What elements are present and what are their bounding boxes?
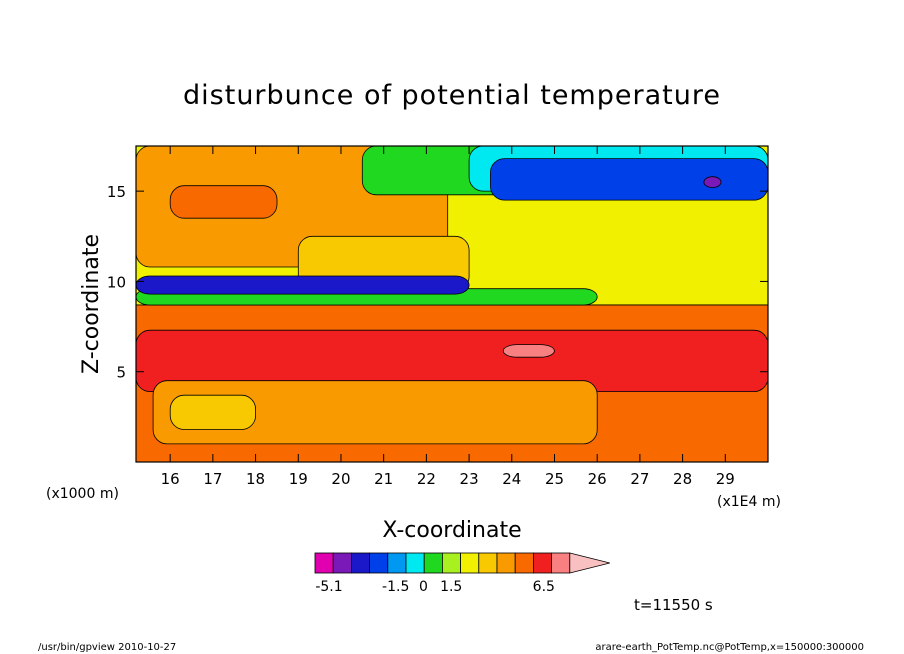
colorbar-labels: -5.1 -1.5 0 1.5 6.5	[315, 579, 555, 595]
colorbar-label: -5.1	[315, 579, 342, 595]
contour-region-light-orange	[152, 380, 598, 445]
x-tick-label: 25	[545, 470, 564, 488]
contour-region-orange-upper	[169, 185, 278, 219]
colorbar-swatch	[350, 552, 370, 574]
y-tick-label: 5	[116, 364, 126, 382]
x-tick-label: 22	[417, 470, 436, 488]
colorbar-label: 1.5	[440, 579, 462, 595]
x-axis-title: X-coordinate	[382, 518, 521, 543]
x-tick-label: 21	[374, 470, 393, 488]
x-axis: 16 17 18 19 20 21 22 23 24 25 26 27 28 29	[161, 146, 735, 488]
y-tick-label: 10	[107, 273, 126, 291]
colorbar-swatch	[314, 552, 334, 574]
x-tick-label: 27	[630, 470, 649, 488]
x-unit-label: (x1E4 m)	[717, 494, 781, 510]
colorbar-label: 6.5	[533, 579, 555, 595]
y-axis-title: Z-coordinate	[79, 234, 104, 374]
colorbar-swatch	[369, 552, 389, 574]
colorbar-label: 0	[419, 579, 428, 595]
plot-frame	[135, 145, 769, 463]
colorbar-swatch	[460, 552, 480, 574]
footer-left: /usr/bin/gpview 2010-10-27	[38, 642, 176, 653]
x-tick-label: 20	[331, 470, 350, 488]
plot-area	[135, 145, 769, 463]
colorbar-swatch	[423, 552, 443, 574]
time-label: t=11550 s	[634, 596, 713, 614]
colorbar	[314, 552, 610, 574]
x-tick-label: 26	[588, 470, 607, 488]
y-tick-label: 15	[107, 183, 126, 201]
colorbar-swatch	[496, 552, 516, 574]
chart-title: disturbunce of potential temperature	[183, 80, 721, 111]
colorbar-swatch	[441, 552, 461, 574]
contour-region-amber	[169, 394, 256, 430]
footer-right: arare-earth_PotTemp.nc@PotTemp,x=150000:…	[595, 642, 864, 653]
x-tick-label: 24	[502, 470, 521, 488]
x-tick-label: 17	[203, 470, 222, 488]
x-tick-label: 18	[246, 470, 265, 488]
contour-region-pink	[502, 344, 555, 358]
colorbar-extend-arrow	[569, 552, 610, 574]
colorbar-swatch	[387, 552, 407, 574]
contour-region-blue-band	[135, 275, 470, 295]
x-tick-label: 29	[716, 470, 735, 488]
colorbar-label: -1.5	[382, 579, 409, 595]
y-unit-label: (x1000 m)	[46, 486, 119, 502]
x-tick-label: 19	[289, 470, 308, 488]
contour-region-blue	[489, 158, 769, 201]
colorbar-swatch	[533, 552, 553, 574]
colorbar-swatch	[405, 552, 425, 574]
x-tick-label: 23	[460, 470, 479, 488]
colorbar-swatch	[551, 552, 571, 574]
x-tick-label: 28	[673, 470, 692, 488]
colorbar-swatch	[478, 552, 498, 574]
colorbar-swatch	[332, 552, 352, 574]
colorbar-swatch	[514, 552, 534, 574]
contour-region-purple	[703, 176, 722, 188]
y-axis: 5 10 15	[107, 183, 768, 382]
x-tick-label: 16	[161, 470, 180, 488]
